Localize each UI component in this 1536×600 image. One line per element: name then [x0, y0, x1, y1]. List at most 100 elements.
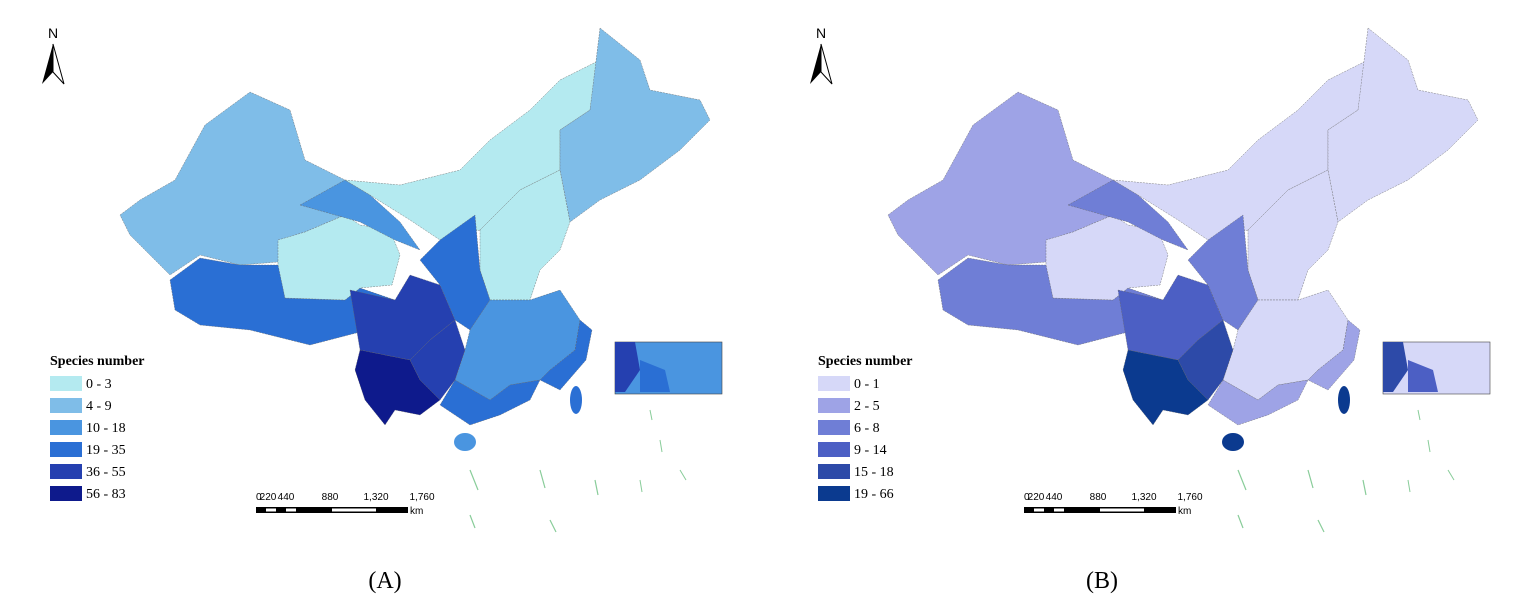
island-region: [1338, 386, 1350, 414]
legend-label: 0 - 1: [854, 377, 880, 392]
sea-boundary: [659, 439, 663, 453]
inset-region: [1383, 342, 1408, 392]
legend-title: Species number: [818, 354, 913, 369]
legend-title: Species number: [50, 354, 145, 369]
province-region: [299, 179, 421, 251]
north-arrow: [52, 43, 65, 85]
map-panel: N Species number 0 - 3 4 - 9 10 - 18 19 - 35 3…: [42, 25, 723, 594]
legend-swatch: [818, 398, 850, 413]
province-region: [1327, 27, 1479, 223]
legend-label: 6 - 8: [854, 421, 880, 436]
sea-boundary: [649, 409, 653, 421]
scale-label: 1,760: [409, 492, 434, 503]
sea-boundary: [539, 469, 546, 489]
scale-label: 880: [322, 492, 339, 503]
scale-label: 440: [1046, 492, 1063, 503]
map-panel: N Species number 0 - 1 2 - 5 6 - 8 9 - 14 15 -…: [810, 25, 1491, 594]
legend-label: 10 - 18: [86, 421, 126, 436]
scale-unit: km: [1178, 506, 1191, 517]
scale-label: 440: [278, 492, 295, 503]
sea-boundary: [1417, 409, 1421, 421]
scale-label: 880: [1090, 492, 1107, 503]
scale-bar-segment: [1100, 508, 1144, 512]
inset-region: [640, 360, 670, 392]
caption: (A): [368, 568, 401, 594]
province-region: [937, 257, 1164, 346]
scale-label: 1,760: [1177, 492, 1202, 503]
legend-swatch: [818, 442, 850, 457]
province-region: [344, 59, 601, 241]
scale-label: 0: [1024, 492, 1030, 503]
province-region: [1112, 59, 1369, 241]
island-region: [570, 386, 582, 414]
legend-swatch: [818, 420, 850, 435]
scale-label: 1,320: [1131, 492, 1156, 503]
legend-swatch: [818, 464, 850, 479]
legend-label: 19 - 66: [854, 487, 894, 502]
province-region: [169, 257, 396, 346]
north-arrow: [820, 43, 833, 85]
province-region: [439, 379, 541, 426]
legend-label: 36 - 55: [86, 465, 126, 480]
sea-boundary: [469, 469, 479, 491]
legend-label: 0 - 3: [86, 377, 112, 392]
legend-swatch: [818, 376, 850, 391]
legend-swatch: [50, 464, 82, 479]
island-region: [1222, 433, 1244, 451]
north-label: N: [816, 25, 826, 41]
sea-boundary: [1447, 469, 1455, 481]
inset-region: [1408, 360, 1438, 392]
province-region: [1307, 319, 1361, 391]
legend-label: 9 - 14: [854, 443, 887, 458]
province-region: [1122, 349, 1209, 426]
sea-boundary: [1407, 479, 1411, 493]
north-label: N: [48, 25, 58, 41]
province-region: [119, 91, 346, 276]
scale-label: 220: [260, 492, 277, 503]
sea-boundary: [679, 469, 687, 481]
legend-swatch: [50, 420, 82, 435]
province-region: [479, 169, 571, 301]
scale-bar-segment: [266, 508, 276, 512]
legend-label: 2 - 5: [854, 399, 880, 414]
sea-boundary: [1427, 439, 1431, 453]
north-arrow: [810, 44, 821, 84]
sea-boundary: [1237, 514, 1244, 529]
sea-boundary: [594, 479, 599, 496]
scale-bar-segment: [286, 508, 296, 512]
legend-label: 19 - 35: [86, 443, 126, 458]
province-region: [354, 349, 441, 426]
legend-swatch: [818, 486, 850, 501]
inset-region: [615, 342, 640, 392]
sea-boundary: [639, 479, 643, 493]
scale-label: 220: [1028, 492, 1045, 503]
north-arrow: [42, 44, 53, 84]
scale-label: 0: [256, 492, 262, 503]
legend-label: 15 - 18: [854, 465, 894, 480]
sea-boundary: [1362, 479, 1367, 496]
province-region: [1207, 379, 1309, 426]
legend-label: 4 - 9: [86, 399, 112, 414]
province-region: [1247, 169, 1339, 301]
sea-boundary: [1307, 469, 1314, 489]
province-region: [1045, 214, 1169, 301]
province-region: [277, 214, 401, 301]
sea-boundary: [469, 514, 476, 529]
scale-bar-segment: [1034, 508, 1044, 512]
scale-bar-segment: [332, 508, 376, 512]
sea-boundary: [1317, 519, 1325, 533]
legend-swatch: [50, 486, 82, 501]
province-region: [539, 319, 593, 391]
sea-boundary: [549, 519, 557, 533]
legend-swatch: [50, 442, 82, 457]
province-region: [887, 91, 1114, 276]
scale-unit: km: [410, 506, 423, 517]
province-region: [1067, 179, 1189, 251]
legend-swatch: [50, 398, 82, 413]
scale-bar-segment: [1054, 508, 1064, 512]
caption: (B): [1086, 568, 1118, 594]
legend-label: 56 - 83: [86, 487, 126, 502]
province-region: [559, 27, 711, 223]
island-region: [454, 433, 476, 451]
